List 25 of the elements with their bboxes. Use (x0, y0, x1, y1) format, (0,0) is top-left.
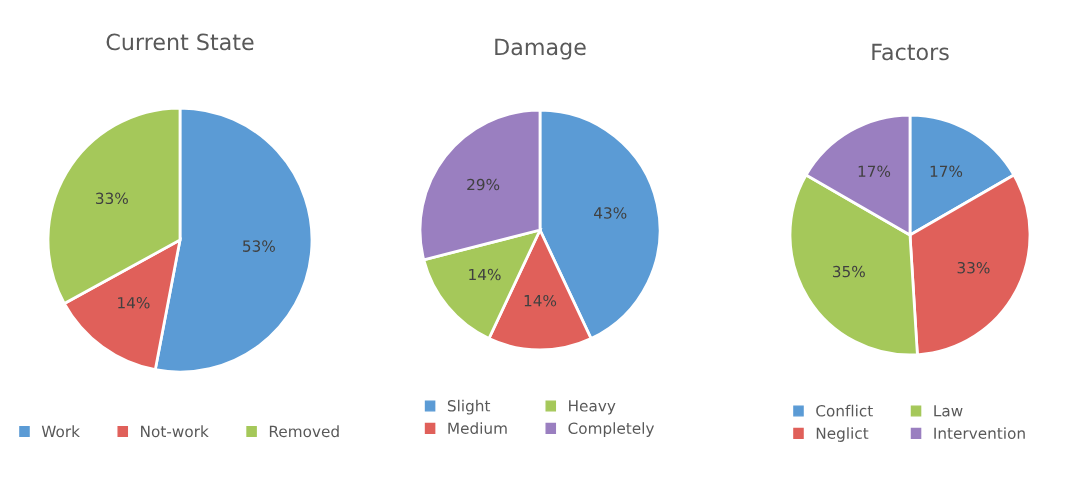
data-label: 14% (469, 268, 501, 281)
data-label: 43% (594, 207, 627, 219)
legend-label: Slight (447, 399, 491, 415)
chart-title: Damage (495, 38, 586, 60)
data-label: 33% (957, 261, 990, 274)
legend-label: Conflict (816, 404, 873, 417)
data-label: 14% (118, 296, 150, 309)
data-label: 17% (930, 165, 963, 178)
legend-label: Law (934, 405, 963, 417)
legend-label: Heavy (569, 400, 616, 415)
chart-title: Factors (872, 43, 949, 61)
legend-label: Not-work (141, 425, 209, 438)
legend-label: Neglict (816, 427, 869, 442)
data-label: 53% (243, 240, 275, 252)
data-label: 29% (467, 178, 500, 191)
data-label: 14% (524, 294, 557, 307)
legend-label: Removed (269, 425, 339, 438)
chart-title: Current State (106, 33, 254, 51)
data-label: 35% (832, 265, 865, 278)
legend-label: Intervention (934, 427, 1025, 439)
data-label: 33% (96, 192, 128, 205)
data-label: 17% (858, 165, 891, 178)
legend-label: Work (41, 425, 80, 438)
legend-label: Completely (568, 422, 655, 437)
legend-label: Medium (448, 422, 507, 434)
